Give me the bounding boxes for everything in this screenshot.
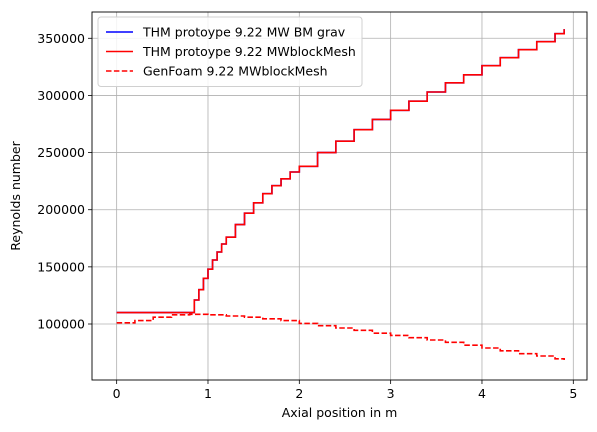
- legend-entry-3: GenFoam 9.22 MWblockMesh: [143, 64, 328, 79]
- x-axis-label: Axial position in m: [282, 405, 398, 420]
- x-tick-label: 2: [295, 386, 303, 401]
- y-tick-label: 150000: [37, 259, 85, 274]
- x-tick-label: 4: [478, 386, 486, 401]
- legend-entry-1: THM protoype 9.22 MW BM grav: [142, 25, 346, 40]
- x-tick-label: 5: [569, 386, 577, 401]
- y-tick-label: 250000: [37, 145, 85, 160]
- legend-box: [97, 16, 363, 87]
- plot-frame: [91, 11, 588, 381]
- x-tick-label: 3: [387, 386, 395, 401]
- series-lines: [116, 29, 565, 360]
- legend-entry-2: THM protoype 9.22 MWblockMesh: [142, 44, 356, 59]
- series-line-3: [116, 313, 565, 360]
- x-axis-ticks: 0 1 2 3 4 5: [113, 380, 577, 401]
- y-tick-label: 300000: [37, 88, 85, 103]
- y-tick-label: 100000: [37, 317, 85, 332]
- y-axis-ticks: 100000 150000 200000 250000 300000 350000: [37, 31, 92, 332]
- legend: THM protoype 9.22 MW BM grav THM protoype…: [97, 16, 363, 87]
- y-axis-label: Reynolds number: [8, 140, 23, 250]
- x-tick-label: 1: [204, 386, 212, 401]
- series-line-2: [116, 29, 565, 314]
- x-tick-label: 0: [113, 386, 121, 401]
- y-tick-label: 350000: [37, 31, 85, 46]
- y-tick-label: 200000: [37, 202, 85, 217]
